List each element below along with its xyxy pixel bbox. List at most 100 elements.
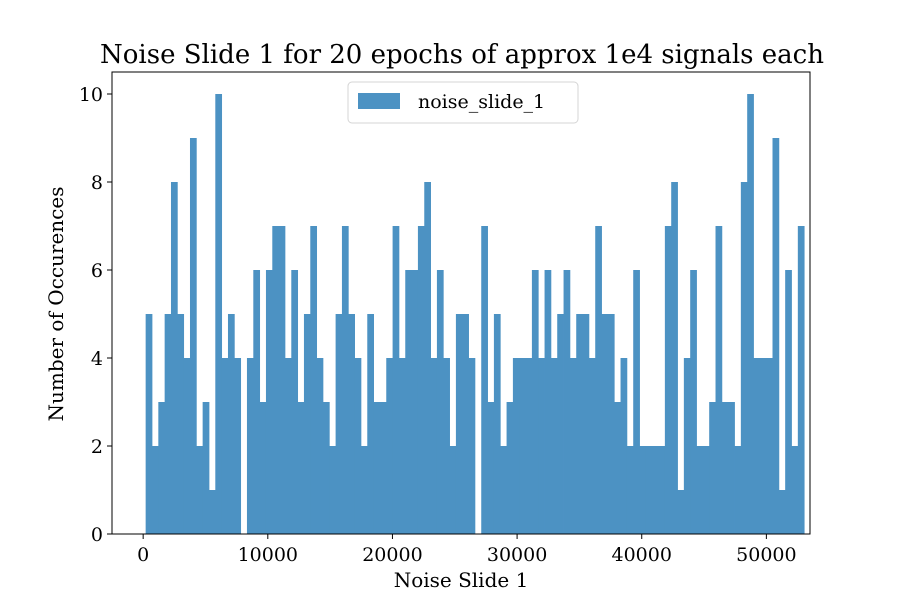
histogram-bar <box>208 490 216 534</box>
x-tick-label: 10000 <box>238 544 298 566</box>
legend-box <box>347 81 579 124</box>
y-tick-label: 0 <box>91 524 103 546</box>
histogram-bar <box>620 358 628 534</box>
histogram-bar <box>582 314 590 534</box>
histogram-bar <box>734 446 742 534</box>
histogram-bar <box>715 226 723 534</box>
histogram-bar <box>525 358 533 534</box>
histogram-bar <box>538 358 545 534</box>
histogram-bar <box>145 314 153 534</box>
histogram-bar <box>265 270 273 534</box>
x-axis-label: Noise Slide 1 <box>394 568 529 592</box>
histogram-bar <box>512 358 520 534</box>
histogram-bar <box>696 446 704 534</box>
histogram-bar <box>557 314 564 534</box>
histogram-bar <box>607 314 615 534</box>
histogram-bar <box>493 314 501 534</box>
histogram-bar <box>614 402 621 534</box>
histogram-bar <box>544 270 552 534</box>
y-tick-label: 10 <box>79 84 103 106</box>
histogram-bar <box>658 446 666 534</box>
histogram-bar <box>652 446 659 534</box>
histogram-bar <box>246 358 254 534</box>
x-tick-label: 20000 <box>362 544 422 566</box>
histogram-bar <box>411 270 419 534</box>
histogram-bar <box>177 314 185 534</box>
histogram-bar <box>633 270 640 534</box>
histogram-bar <box>747 94 754 534</box>
histogram-bar <box>164 314 172 534</box>
histogram-bar <box>500 446 507 534</box>
histogram-bars <box>145 94 805 534</box>
legend-swatch <box>358 93 400 109</box>
histogram-bar <box>202 402 210 534</box>
histogram-bar <box>702 446 710 534</box>
histogram-bar <box>595 226 602 534</box>
histogram-bar <box>291 270 299 534</box>
histogram-bar <box>215 94 223 534</box>
histogram-bar <box>626 446 634 534</box>
y-tick-label: 8 <box>91 172 103 194</box>
histogram-bar <box>170 182 178 534</box>
histogram-bar <box>367 314 374 534</box>
histogram-bar <box>481 226 488 534</box>
histogram-bar <box>797 226 805 534</box>
histogram-bar <box>316 358 324 534</box>
histogram-bar <box>151 446 159 534</box>
histogram-bar <box>348 314 355 534</box>
chart-title: Noise Slide 1 for 20 epochs of approx 1e… <box>100 40 824 70</box>
histogram-bar <box>322 402 330 534</box>
histogram-bar <box>449 446 457 534</box>
histogram-bar <box>373 402 381 534</box>
histogram-bar <box>601 314 609 534</box>
histogram-bar <box>310 226 318 534</box>
y-tick-label: 6 <box>91 260 103 282</box>
histogram-bar <box>664 226 672 534</box>
histogram-bar <box>360 446 368 534</box>
histogram-bar <box>227 314 235 534</box>
x-tick-label: 30000 <box>487 544 547 566</box>
histogram-bar <box>379 402 387 534</box>
histogram-bar <box>531 270 539 534</box>
histogram-bar <box>196 446 204 534</box>
histogram-bar <box>303 314 311 534</box>
histogram-bar <box>278 226 286 534</box>
histogram-bar <box>569 358 577 534</box>
histogram-bar <box>728 402 735 534</box>
histogram-bar <box>487 402 495 534</box>
histogram-bar <box>645 446 653 534</box>
x-tick-label: 40000 <box>612 544 672 566</box>
histogram-bar <box>677 490 685 534</box>
histogram-bar <box>158 402 166 534</box>
histogram-bar <box>354 358 362 534</box>
histogram-bar <box>417 226 425 534</box>
histogram-bar <box>234 358 242 534</box>
histogram-bar <box>462 314 469 534</box>
histogram-bar <box>740 182 748 534</box>
histogram-bar <box>221 358 229 534</box>
histogram-bar <box>690 270 697 534</box>
histogram-bar <box>468 358 476 534</box>
y-axis-ticks: 0 2 4 6 8 10 <box>79 84 112 546</box>
legend: noise_slide_1 <box>347 81 579 124</box>
histogram-bar <box>766 358 773 534</box>
histogram-bar <box>392 226 400 534</box>
histogram-bar <box>506 402 514 534</box>
histogram-bar <box>335 314 343 534</box>
histogram-bar <box>430 358 438 534</box>
y-tick-label: 4 <box>91 348 103 370</box>
x-tick-label: 0 <box>137 544 149 566</box>
plot-frame <box>111 71 811 535</box>
histogram-bar <box>785 270 792 534</box>
x-axis-ticks: 0 10000 20000 30000 40000 50000 <box>137 534 797 566</box>
histogram-bar <box>183 358 191 534</box>
histogram-bar <box>588 358 596 534</box>
histogram-bar <box>455 314 463 534</box>
histogram-bar <box>341 226 349 534</box>
histogram-bar <box>759 358 767 534</box>
histogram-bar <box>443 358 450 534</box>
histogram-bar <box>405 270 412 534</box>
histogram-bar <box>778 490 786 534</box>
histogram-bar <box>424 182 431 534</box>
